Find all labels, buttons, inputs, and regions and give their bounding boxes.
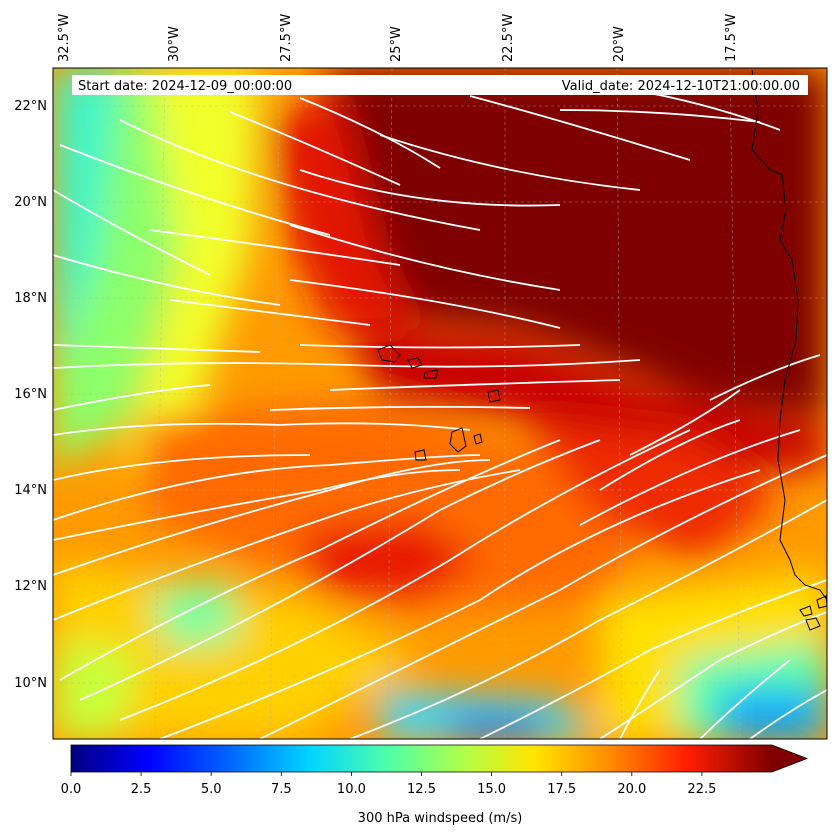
latitude-ticks: 22°N 20°N 18°N 16°N 14°N 12°N 10°N: [14, 99, 47, 691]
lat-tick-label: 16°N: [14, 387, 47, 402]
colorbar-tick-label: 12.5: [407, 782, 436, 797]
colorbar-gradient: [71, 745, 772, 772]
colorbar-tick-label: 5.0: [201, 782, 222, 797]
lon-tick-label: 22.5°W: [501, 14, 516, 62]
longitude-ticks: 32.5°W 30°W 27.5°W 25°W 22.5°W 20°W 17.5…: [57, 14, 739, 62]
lon-tick-label: 27.5°W: [279, 14, 294, 62]
colorbar-tick-label: 20.0: [617, 782, 646, 797]
lon-tick-label: 25°W: [389, 26, 404, 62]
lat-tick-label: 12°N: [14, 579, 47, 594]
streamlines: [53, 87, 827, 739]
colorbar-outline: [70, 744, 809, 773]
lat-tick-label: 20°N: [14, 195, 47, 210]
map-frame: [52, 67, 828, 740]
lon-tick-label: 17.5°W: [724, 14, 739, 62]
lat-tick-label: 14°N: [14, 483, 47, 498]
colorbar-tick-label: 10.0: [337, 782, 366, 797]
colorbar-tick-label: 7.5: [271, 782, 292, 797]
info-box: [72, 75, 808, 95]
lat-tick-label: 10°N: [14, 676, 47, 691]
windspeed-field: [53, 68, 827, 739]
lon-tick-label: 30°W: [167, 26, 182, 62]
colorbar-tick-label: 15.0: [477, 782, 506, 797]
lon-tick-label: 20°W: [612, 26, 627, 62]
lon-tick-label: 32.5°W: [57, 14, 72, 62]
colorbar-extend-arrow: [772, 745, 807, 772]
coastlines: [377, 69, 827, 631]
start-date-label: Start date: 2024-12-09_00:00:00: [78, 79, 292, 94]
colorbar-tick-label: 17.5: [547, 782, 576, 797]
colorbar-title: 300 hPa windspeed (m/s): [358, 811, 523, 826]
valid-date-label: Valid_date: 2024-12-10T21:00:00.00: [562, 79, 800, 94]
colorbar-tick-label: 0.0: [61, 782, 82, 797]
colorbar-tick-label: 22.5: [687, 782, 716, 797]
lat-tick-label: 22°N: [14, 99, 47, 114]
lat-tick-label: 18°N: [14, 291, 47, 306]
colorbar: 0.0 2.5 5.0 7.5 10.0 12.5 15.0 17.5 20.0 22.5 300…: [61, 744, 809, 826]
colorbar-tick-label: 2.5: [131, 782, 152, 797]
